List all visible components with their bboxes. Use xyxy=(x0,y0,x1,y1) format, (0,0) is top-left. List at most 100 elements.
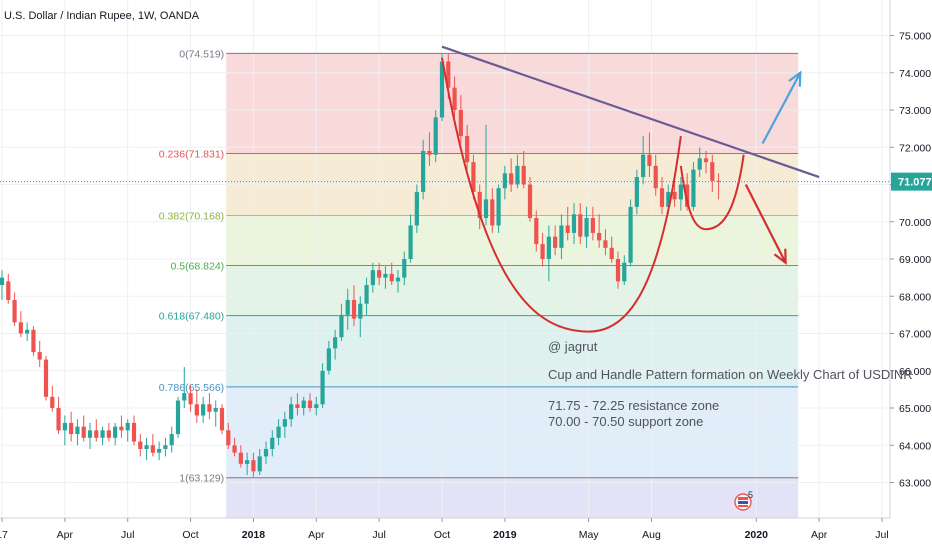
candle xyxy=(169,426,174,453)
candle xyxy=(43,355,49,401)
candle-body xyxy=(106,430,111,438)
time-tick-label: Jul xyxy=(875,529,888,541)
time-tick-label: May xyxy=(579,529,600,541)
candle xyxy=(465,124,470,170)
time-axis[interactable]: 17 Apr Jul Oct 2018 Apr Jul Oct 2019 May Aug 2020 Ap… xyxy=(0,517,890,541)
candle-body xyxy=(75,426,80,435)
price-axis[interactable]: 63.000 64.000 65.000 66.000 67.000 68.000 69.0… xyxy=(889,0,932,550)
fibonacci-levels: 0(74.519) 0.236(71.831) 0.382(70.168) 0.5(6… xyxy=(159,48,799,485)
candle xyxy=(496,184,501,233)
candle-body xyxy=(87,430,93,438)
candle xyxy=(94,419,99,442)
flag-badge-icon[interactable]: 5 xyxy=(734,490,753,511)
candle-body xyxy=(383,273,388,278)
time-tick-label: Apr xyxy=(57,529,74,541)
candle xyxy=(31,326,36,356)
candle-body xyxy=(251,460,256,472)
candle xyxy=(553,225,558,256)
candle-body xyxy=(666,191,671,207)
candle xyxy=(62,415,67,446)
candle xyxy=(245,452,250,476)
candle-body xyxy=(710,162,715,181)
candle xyxy=(270,430,275,457)
candle-body xyxy=(0,277,5,286)
price-tick-label: 73.000 xyxy=(899,105,931,117)
candle xyxy=(578,203,583,245)
candle xyxy=(194,389,199,423)
candle xyxy=(314,396,319,416)
candle-body xyxy=(578,214,583,237)
candle-body xyxy=(477,191,482,219)
fib-label: 0.618(67.480) xyxy=(159,311,224,323)
pattern-annotations xyxy=(441,45,820,333)
price-tick-label: 72.000 xyxy=(899,142,931,154)
candle-body xyxy=(238,452,243,464)
time-tick-label: Apr xyxy=(811,529,828,541)
candle-body xyxy=(69,422,74,435)
price-axis-bg xyxy=(890,0,932,550)
candle xyxy=(351,285,357,327)
note-pattern: Cup and Handle Pattern formation on Week… xyxy=(548,367,913,382)
down-arrow[interactable] xyxy=(744,184,787,265)
note-support: 70.00 - 70.50 support zone xyxy=(548,414,703,429)
candle-body xyxy=(270,437,275,449)
candle-body xyxy=(263,448,269,457)
candle xyxy=(150,434,155,457)
cup-curve[interactable] xyxy=(441,57,682,333)
candle xyxy=(477,184,482,230)
candle-body xyxy=(691,169,696,207)
candle xyxy=(289,396,294,427)
candle xyxy=(628,199,633,267)
candle-body xyxy=(565,225,570,233)
up-arrow[interactable] xyxy=(761,70,802,145)
candle xyxy=(106,422,111,442)
time-tick-label: Oct xyxy=(182,529,198,541)
candle-body xyxy=(138,441,143,449)
candle-body xyxy=(201,404,206,416)
candle-body xyxy=(12,299,17,323)
candle-body xyxy=(320,370,325,405)
candle xyxy=(527,177,533,222)
handle-curve[interactable] xyxy=(679,154,745,231)
candle xyxy=(12,292,17,327)
candle-body xyxy=(571,214,577,233)
candle xyxy=(559,214,564,259)
candle xyxy=(540,232,545,267)
candle xyxy=(615,251,621,289)
candle-body xyxy=(389,273,394,282)
fib-label: 0(74.519) xyxy=(179,48,224,60)
candle-body xyxy=(43,359,49,397)
candle xyxy=(697,147,702,178)
trendline[interactable] xyxy=(441,45,820,179)
candle xyxy=(50,385,55,412)
candle xyxy=(6,273,11,304)
candle xyxy=(263,441,269,464)
candle-body xyxy=(351,299,357,319)
candle-body xyxy=(163,445,168,449)
fib-label: 0.5(68.824) xyxy=(170,261,224,273)
candle-body xyxy=(483,199,489,219)
current-price-badge xyxy=(891,172,932,191)
candle-body xyxy=(144,445,149,449)
candle-body xyxy=(62,422,67,431)
price-tick-label: 69.000 xyxy=(899,254,931,266)
candle xyxy=(257,448,262,476)
candle-body xyxy=(628,206,633,263)
price-tick-label: 66.000 xyxy=(899,366,931,378)
candle-body xyxy=(590,218,595,233)
time-tick-label: Oct xyxy=(434,529,450,541)
time-tick-label: 2020 xyxy=(745,529,769,541)
candle-body xyxy=(333,337,338,349)
candle xyxy=(0,270,5,300)
candle-body xyxy=(490,199,495,226)
candle-body xyxy=(169,434,174,446)
price-tick-label: 68.000 xyxy=(899,291,931,303)
candle xyxy=(119,415,124,438)
candle-body xyxy=(672,191,677,200)
candle xyxy=(282,411,287,438)
note-author: @ jagrut xyxy=(548,339,598,354)
candle-body xyxy=(446,61,451,88)
candle xyxy=(534,210,539,252)
candle xyxy=(571,203,577,245)
candle-body xyxy=(540,244,545,259)
